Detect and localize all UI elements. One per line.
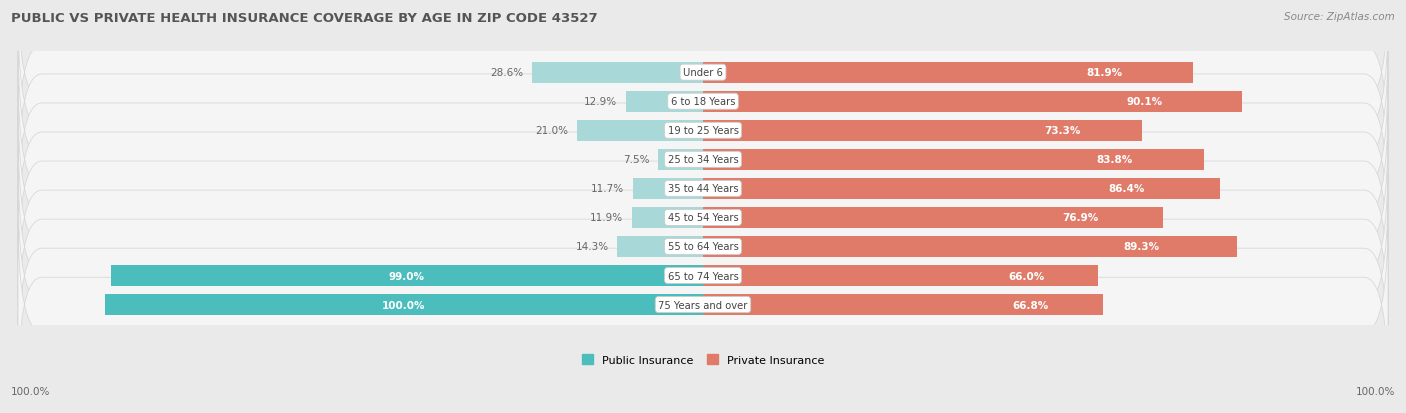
Text: 25 to 34 Years: 25 to 34 Years xyxy=(668,155,738,165)
Text: 65 to 74 Years: 65 to 74 Years xyxy=(668,271,738,281)
Bar xyxy=(111,266,703,286)
Legend: Public Insurance, Private Insurance: Public Insurance, Private Insurance xyxy=(578,350,828,369)
Text: 83.8%: 83.8% xyxy=(1095,155,1132,165)
Text: 66.0%: 66.0% xyxy=(1008,271,1045,281)
Text: 76.9%: 76.9% xyxy=(1062,213,1098,223)
Bar xyxy=(703,178,1220,199)
Text: 89.3%: 89.3% xyxy=(1123,242,1159,252)
Bar xyxy=(703,62,1192,83)
FancyBboxPatch shape xyxy=(18,129,1388,306)
Bar xyxy=(703,236,1237,257)
Bar xyxy=(703,266,1098,286)
FancyBboxPatch shape xyxy=(18,42,1388,220)
Text: 12.9%: 12.9% xyxy=(583,97,617,107)
Bar xyxy=(633,178,703,199)
Bar xyxy=(626,92,703,112)
Bar xyxy=(703,207,1163,228)
Text: 28.6%: 28.6% xyxy=(489,68,523,78)
Bar xyxy=(617,236,703,257)
Text: 100.0%: 100.0% xyxy=(1355,387,1395,396)
Bar xyxy=(531,62,703,83)
Text: 86.4%: 86.4% xyxy=(1109,184,1144,194)
Bar xyxy=(703,150,1205,171)
Text: PUBLIC VS PRIVATE HEALTH INSURANCE COVERAGE BY AGE IN ZIP CODE 43527: PUBLIC VS PRIVATE HEALTH INSURANCE COVER… xyxy=(11,12,598,25)
Text: 11.7%: 11.7% xyxy=(591,184,624,194)
FancyBboxPatch shape xyxy=(18,158,1388,335)
Bar xyxy=(104,294,703,315)
Text: 100.0%: 100.0% xyxy=(11,387,51,396)
Text: 90.1%: 90.1% xyxy=(1128,97,1163,107)
Bar xyxy=(703,121,1142,141)
FancyBboxPatch shape xyxy=(18,71,1388,249)
FancyBboxPatch shape xyxy=(18,216,1388,394)
Text: 19 to 25 Years: 19 to 25 Years xyxy=(668,126,738,136)
Text: 21.0%: 21.0% xyxy=(536,126,568,136)
Text: 55 to 64 Years: 55 to 64 Years xyxy=(668,242,738,252)
Text: 7.5%: 7.5% xyxy=(623,155,650,165)
Text: 99.0%: 99.0% xyxy=(389,271,425,281)
Text: 6 to 18 Years: 6 to 18 Years xyxy=(671,97,735,107)
Bar xyxy=(631,207,703,228)
FancyBboxPatch shape xyxy=(18,0,1388,161)
Text: Source: ZipAtlas.com: Source: ZipAtlas.com xyxy=(1284,12,1395,22)
Bar xyxy=(703,294,1102,315)
Text: 14.3%: 14.3% xyxy=(575,242,609,252)
Text: 11.9%: 11.9% xyxy=(589,213,623,223)
Text: 75 Years and over: 75 Years and over xyxy=(658,300,748,310)
Text: 66.8%: 66.8% xyxy=(1012,300,1049,310)
Text: 100.0%: 100.0% xyxy=(382,300,426,310)
Bar xyxy=(578,121,703,141)
FancyBboxPatch shape xyxy=(18,100,1388,278)
Text: 35 to 44 Years: 35 to 44 Years xyxy=(668,184,738,194)
Bar xyxy=(658,150,703,171)
Text: Under 6: Under 6 xyxy=(683,68,723,78)
Text: 81.9%: 81.9% xyxy=(1087,68,1123,78)
Text: 45 to 54 Years: 45 to 54 Years xyxy=(668,213,738,223)
FancyBboxPatch shape xyxy=(18,13,1388,191)
Text: 73.3%: 73.3% xyxy=(1045,126,1081,136)
Bar xyxy=(703,92,1241,112)
FancyBboxPatch shape xyxy=(18,187,1388,365)
